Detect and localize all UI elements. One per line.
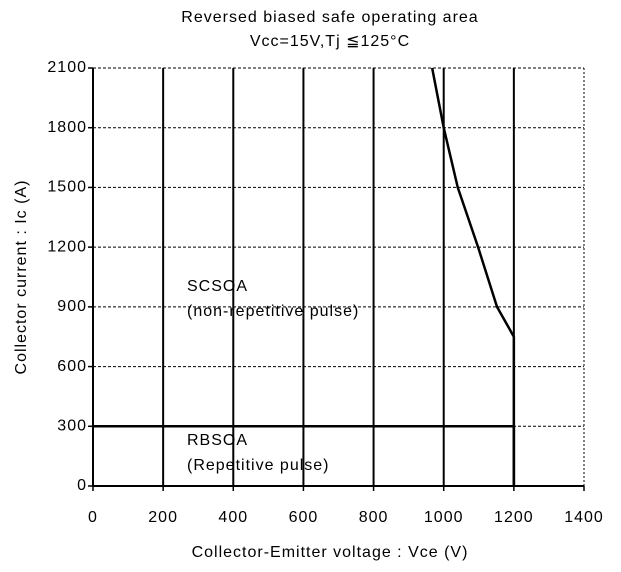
- annotation: SCSOA: [187, 278, 248, 295]
- series-line: [93, 425, 516, 486]
- x-tick-label: 400: [218, 509, 248, 526]
- x-tick-label: 1000: [424, 509, 464, 526]
- x-tick-label: 200: [148, 509, 178, 526]
- y-tick-label: 1800: [47, 119, 87, 136]
- y-tick-label: 2100: [47, 59, 87, 76]
- y-axis-label: Collector current : Ic (A): [13, 180, 30, 375]
- chart-title: Reversed biased safe operating area: [181, 9, 478, 26]
- y-tick-label: 0: [77, 477, 87, 494]
- y-tick-label: 1500: [47, 179, 87, 196]
- chart-subtitle: Vcc=15V,Tj ≦125°C: [250, 33, 410, 50]
- y-tick-label: 900: [57, 298, 87, 315]
- x-tick-label: 1200: [494, 509, 534, 526]
- annotation: (Repetitive pulse): [187, 457, 330, 474]
- x-tick-label: 1400: [564, 509, 604, 526]
- y-tick-label: 300: [57, 418, 87, 435]
- x-tick-label: 600: [289, 509, 319, 526]
- x-tick-label: 800: [359, 509, 389, 526]
- annotation: RBSOA: [187, 432, 248, 449]
- y-tick-label: 1200: [47, 238, 87, 255]
- x-tick-label: 0: [88, 509, 98, 526]
- x-axis-label: Collector-Emitter voltage : Vce (V): [192, 544, 469, 561]
- y-tick-label: 600: [57, 358, 87, 375]
- series-line: [430, 67, 516, 486]
- annotation: (non-repetitive pulse): [187, 303, 359, 320]
